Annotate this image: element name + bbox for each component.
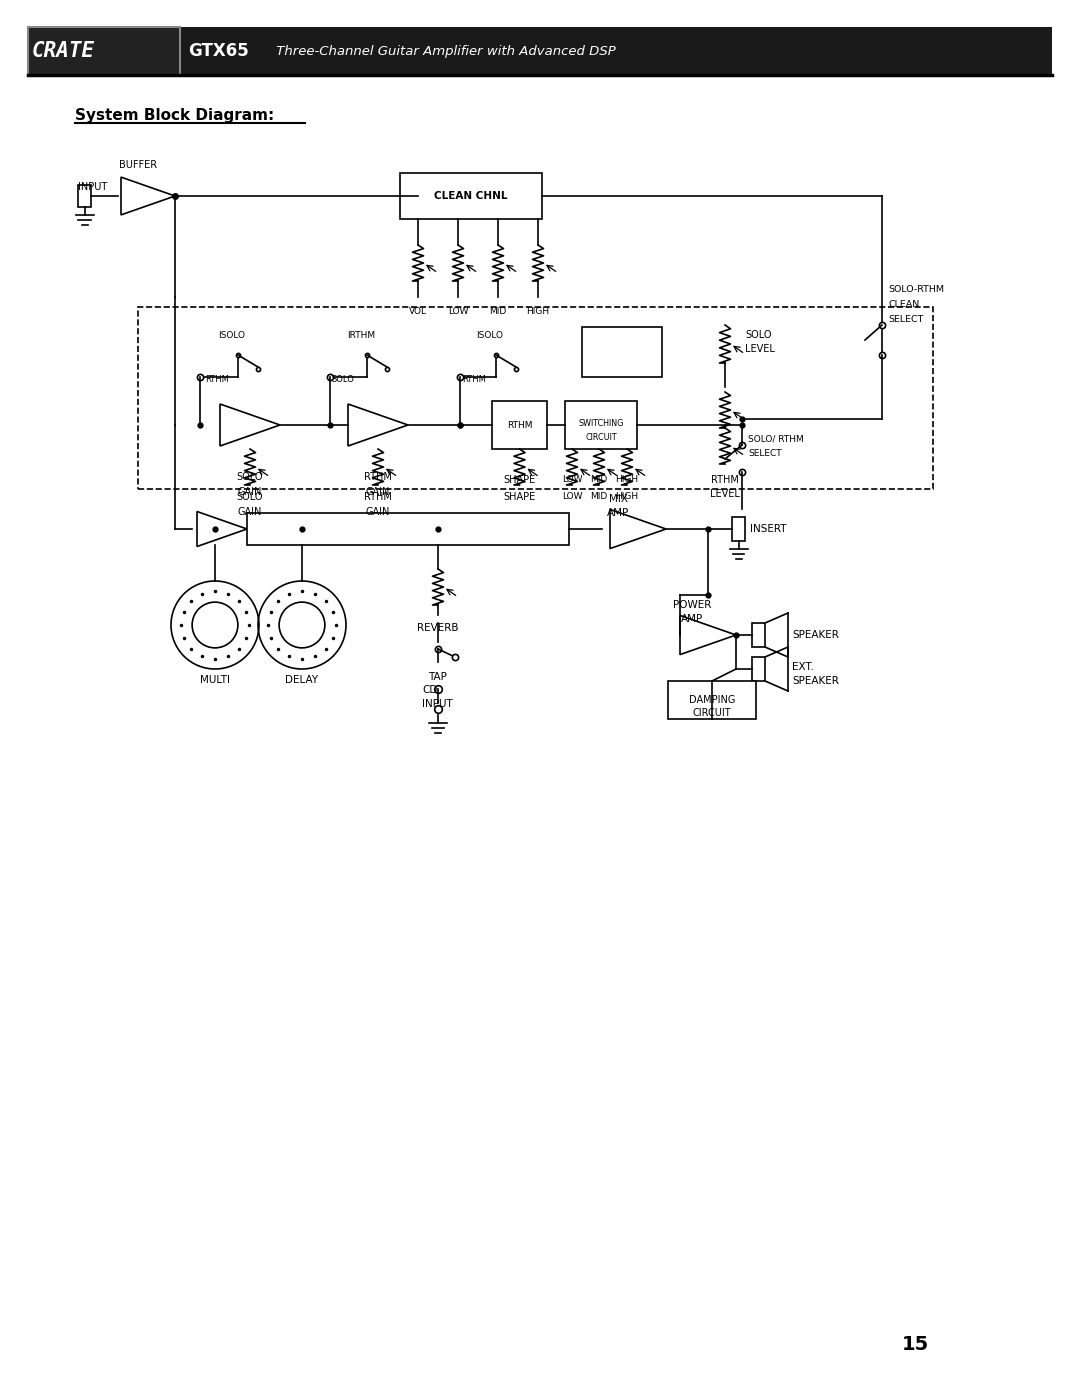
Text: LOW: LOW bbox=[562, 475, 582, 483]
Text: POWER: POWER bbox=[673, 599, 712, 610]
Text: HIGH: HIGH bbox=[616, 492, 638, 502]
Bar bbox=[732, 517, 745, 541]
Text: DAMPING: DAMPING bbox=[689, 694, 735, 705]
Text: MID: MID bbox=[591, 492, 608, 502]
Text: SOLO: SOLO bbox=[237, 492, 264, 502]
Text: RTHM: RTHM bbox=[364, 472, 392, 482]
Text: RTHM: RTHM bbox=[507, 420, 532, 429]
Text: SOLO: SOLO bbox=[745, 330, 771, 339]
Text: LOW: LOW bbox=[448, 307, 469, 316]
Text: DELAY: DELAY bbox=[285, 675, 319, 685]
Text: INPUT: INPUT bbox=[78, 182, 107, 191]
Text: LEVEL: LEVEL bbox=[745, 344, 774, 353]
Text: MIX: MIX bbox=[608, 495, 627, 504]
Text: MID: MID bbox=[591, 475, 608, 483]
Text: RTHM: RTHM bbox=[205, 374, 229, 384]
Text: SELECT: SELECT bbox=[888, 314, 923, 324]
Text: RTHM: RTHM bbox=[462, 374, 486, 384]
Text: IRTHM: IRTHM bbox=[347, 331, 375, 339]
Text: INPUT: INPUT bbox=[422, 698, 453, 710]
Text: HIGH: HIGH bbox=[526, 307, 550, 316]
Text: System Block Diagram:: System Block Diagram: bbox=[75, 108, 274, 123]
Text: SHAPE: SHAPE bbox=[503, 475, 536, 485]
Text: CRATE: CRATE bbox=[32, 41, 95, 61]
Text: MULTI: MULTI bbox=[200, 675, 230, 685]
Text: SOLO: SOLO bbox=[332, 374, 355, 384]
Bar bbox=[582, 327, 662, 377]
Text: SELECT: SELECT bbox=[748, 448, 782, 457]
Text: SWITCHING: SWITCHING bbox=[578, 419, 623, 427]
Bar bbox=[752, 657, 765, 680]
Text: LEVEL: LEVEL bbox=[710, 489, 740, 499]
Text: BUFFER: BUFFER bbox=[119, 161, 157, 170]
Text: LOW: LOW bbox=[562, 492, 582, 502]
Bar bbox=[247, 513, 569, 545]
Text: TAP: TAP bbox=[429, 672, 447, 682]
Text: CLEAN: CLEAN bbox=[888, 299, 919, 309]
Text: CLEAN CHNL: CLEAN CHNL bbox=[434, 191, 508, 201]
Text: GAIN: GAIN bbox=[238, 488, 262, 497]
Bar bbox=[492, 401, 546, 448]
Text: ISOLO: ISOLO bbox=[476, 331, 503, 339]
Text: SPEAKER: SPEAKER bbox=[792, 676, 839, 686]
Text: VOL: VOL bbox=[409, 307, 427, 316]
Text: SOLO/ RTHM: SOLO/ RTHM bbox=[748, 434, 804, 443]
Text: RTHM: RTHM bbox=[364, 492, 392, 502]
Text: AMP: AMP bbox=[680, 615, 703, 624]
Bar bbox=[28, 27, 1052, 75]
Text: SOLO-RTHM: SOLO-RTHM bbox=[888, 285, 944, 293]
Bar bbox=[28, 27, 180, 75]
Text: CIRCUIT: CIRCUIT bbox=[692, 708, 731, 718]
Bar bbox=[565, 401, 637, 448]
Text: GAIN: GAIN bbox=[366, 507, 390, 517]
Text: SOLO: SOLO bbox=[237, 472, 264, 482]
Bar bbox=[138, 307, 933, 489]
Text: MID: MID bbox=[489, 307, 507, 316]
Bar bbox=[78, 184, 91, 207]
Text: INSERT: INSERT bbox=[750, 524, 786, 534]
Text: 15: 15 bbox=[902, 1336, 929, 1355]
Bar bbox=[400, 173, 542, 219]
Text: CIRCUIT: CIRCUIT bbox=[585, 433, 617, 441]
Text: ISOLO: ISOLO bbox=[218, 331, 245, 339]
Text: SHAPE: SHAPE bbox=[503, 492, 536, 502]
Bar bbox=[752, 623, 765, 647]
Text: RTHM: RTHM bbox=[711, 475, 739, 485]
Text: HIGH: HIGH bbox=[616, 475, 638, 483]
Text: GAIN: GAIN bbox=[238, 507, 262, 517]
Text: SPEAKER: SPEAKER bbox=[792, 630, 839, 640]
Text: CD: CD bbox=[422, 685, 437, 694]
Text: GTX65: GTX65 bbox=[188, 42, 248, 60]
Text: GAIN: GAIN bbox=[366, 488, 390, 497]
Text: EXT.: EXT. bbox=[792, 662, 814, 672]
Text: AMP: AMP bbox=[607, 509, 630, 518]
Text: Three-Channel Guitar Amplifier with Advanced DSP: Three-Channel Guitar Amplifier with Adva… bbox=[272, 45, 616, 57]
Text: REVERB: REVERB bbox=[417, 623, 459, 633]
Bar bbox=[669, 680, 756, 719]
